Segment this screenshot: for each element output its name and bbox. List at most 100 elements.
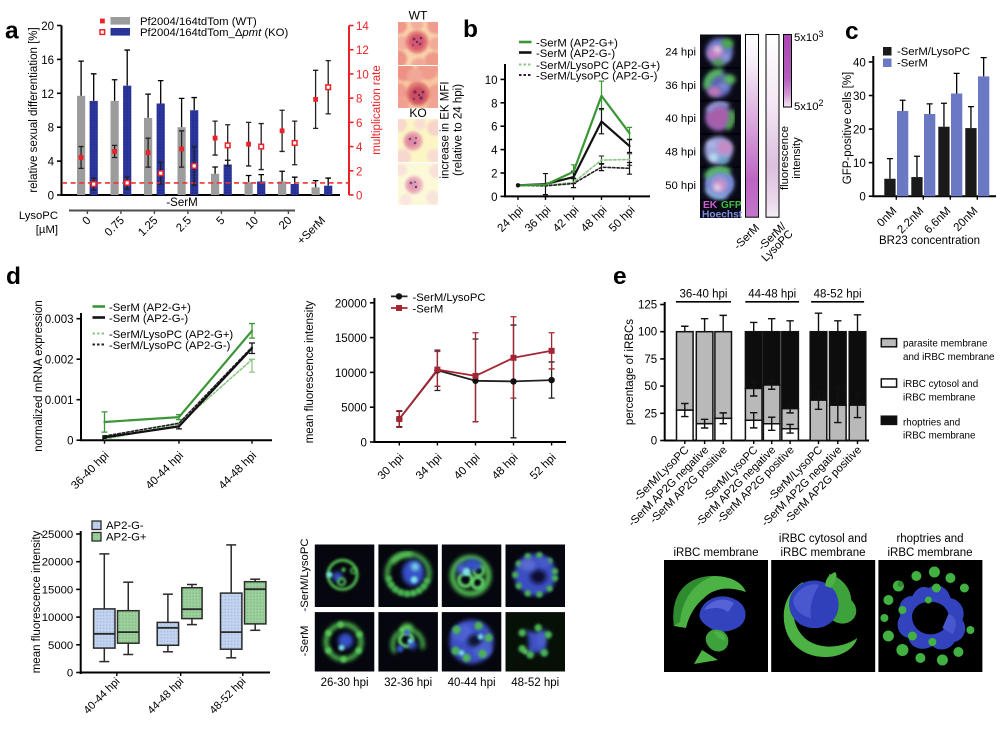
svg-text:32-36 hpi: 32-36 hpi bbox=[384, 677, 432, 689]
svg-text:10: 10 bbox=[853, 158, 866, 170]
svg-text:30: 30 bbox=[853, 91, 866, 103]
svg-text:0: 0 bbox=[491, 192, 497, 204]
svg-text:WT: WT bbox=[409, 9, 428, 23]
svg-text:12: 12 bbox=[41, 89, 54, 101]
svg-text:20: 20 bbox=[41, 21, 54, 33]
svg-text:-SerM/LysoPC (AP2-G-): -SerM/LysoPC (AP2-G-) bbox=[536, 71, 658, 83]
svg-text:0.003: 0.003 bbox=[45, 314, 74, 326]
svg-text:40: 40 bbox=[853, 57, 866, 69]
svg-text:Pf2004/164tdTom (WT): Pf2004/164tdTom (WT) bbox=[140, 16, 257, 28]
svg-text:16: 16 bbox=[41, 55, 54, 67]
svg-text:a: a bbox=[5, 18, 19, 45]
svg-text:5000: 5000 bbox=[48, 640, 73, 652]
svg-text:and iRBC membrane: and iRBC membrane bbox=[903, 352, 995, 363]
svg-text:relative sexual differentiatio: relative sexual differentiation [%] bbox=[28, 27, 40, 192]
svg-text:-SerM: -SerM bbox=[897, 58, 928, 70]
svg-text:25: 25 bbox=[644, 408, 657, 420]
svg-text:-SerM/LysoPC: -SerM/LysoPC bbox=[299, 538, 311, 611]
svg-text:0: 0 bbox=[356, 191, 362, 203]
svg-text:GFP: GFP bbox=[721, 200, 742, 211]
svg-text:8: 8 bbox=[356, 94, 362, 106]
svg-text:5x103: 5x103 bbox=[794, 29, 824, 44]
svg-text:0: 0 bbox=[651, 436, 657, 448]
svg-text:5x102: 5x102 bbox=[794, 98, 824, 113]
svg-text:8: 8 bbox=[491, 98, 497, 110]
svg-text:-SerM (AP2-G+): -SerM (AP2-G+) bbox=[536, 38, 618, 50]
svg-text:KO: KO bbox=[409, 106, 426, 120]
svg-text:fluorescence: fluorescence bbox=[779, 126, 791, 190]
svg-text:Pf2004/164tdTom_Δpmt (KO): Pf2004/164tdTom_Δpmt (KO) bbox=[140, 27, 288, 39]
svg-text:GFP-positive cells [%]: GFP-positive cells [%] bbox=[842, 72, 854, 184]
svg-text:EK: EK bbox=[703, 200, 718, 211]
svg-text:parasite membrane: parasite membrane bbox=[903, 339, 988, 350]
svg-text:-SerM (AP2-G-): -SerM (AP2-G-) bbox=[536, 48, 615, 60]
svg-text:-SerM (AP2-G+): -SerM (AP2-G+) bbox=[109, 302, 191, 314]
svg-text:multiplication rate: multiplication rate bbox=[371, 65, 383, 154]
svg-text:mean fluorescence intensity: mean fluorescence intensity bbox=[304, 300, 316, 443]
svg-text:4: 4 bbox=[491, 145, 498, 157]
svg-text:rhoptries and: rhoptries and bbox=[903, 417, 960, 428]
svg-text:-SerM/LysoPC: -SerM/LysoPC bbox=[897, 46, 970, 58]
svg-text:44-48 hpi: 44-48 hpi bbox=[748, 289, 796, 301]
svg-text:2: 2 bbox=[491, 169, 497, 181]
svg-text:rhoptries and: rhoptries and bbox=[896, 533, 963, 545]
svg-text:24 hpi: 24 hpi bbox=[665, 47, 696, 59]
svg-text:20: 20 bbox=[853, 125, 866, 137]
svg-text:percentage of iRBCs: percentage of iRBCs bbox=[624, 319, 636, 425]
svg-text:125: 125 bbox=[638, 300, 657, 312]
svg-text:Hoechst: Hoechst bbox=[702, 210, 743, 221]
svg-text:6: 6 bbox=[491, 122, 497, 134]
svg-text:-SerM/LysoPC (AP2-G+): -SerM/LysoPC (AP2-G+) bbox=[109, 329, 233, 341]
svg-text:40 hpi: 40 hpi bbox=[665, 113, 696, 125]
svg-text:-SerM/LysoPC (AP2-G-): -SerM/LysoPC (AP2-G-) bbox=[109, 340, 231, 352]
svg-text:10: 10 bbox=[485, 75, 498, 87]
svg-text:intensity: intensity bbox=[791, 137, 803, 179]
svg-text:15000: 15000 bbox=[42, 584, 73, 596]
svg-text:50 hpi: 50 hpi bbox=[665, 180, 696, 192]
svg-text:mean fluorescence intensity: mean fluorescence intensity bbox=[31, 530, 43, 673]
svg-text:100: 100 bbox=[638, 327, 657, 339]
svg-text:(relative to 24 hpi): (relative to 24 hpi) bbox=[453, 84, 465, 176]
svg-text:2: 2 bbox=[356, 166, 362, 178]
svg-text:AP2-G+: AP2-G+ bbox=[106, 532, 147, 544]
svg-text:iRBC membrane: iRBC membrane bbox=[888, 547, 973, 559]
svg-text:-SerM: -SerM bbox=[413, 304, 444, 316]
svg-text:8: 8 bbox=[48, 123, 54, 135]
svg-text:-SerM/LysoPC: -SerM/LysoPC bbox=[413, 292, 486, 304]
svg-text:0: 0 bbox=[67, 436, 73, 448]
svg-text:48-52 hpi: 48-52 hpi bbox=[511, 677, 559, 689]
svg-text:0: 0 bbox=[48, 191, 54, 203]
svg-text:4: 4 bbox=[48, 157, 55, 169]
svg-text:48-52 hpi: 48-52 hpi bbox=[814, 289, 862, 301]
svg-text:0.002: 0.002 bbox=[45, 355, 74, 367]
svg-text:-SerM (AP2-G-): -SerM (AP2-G-) bbox=[109, 313, 188, 325]
svg-text:iRBC cytosol and: iRBC cytosol and bbox=[903, 379, 978, 390]
svg-text:40-44 hpi: 40-44 hpi bbox=[448, 677, 496, 689]
svg-text:c: c bbox=[845, 18, 859, 45]
svg-text:iRBC membrane: iRBC membrane bbox=[674, 547, 759, 559]
svg-text:d: d bbox=[6, 263, 21, 290]
svg-text:36-40 hpi: 36-40 hpi bbox=[680, 289, 728, 301]
svg-text:b: b bbox=[463, 16, 478, 43]
svg-text:AP2-G-: AP2-G- bbox=[106, 520, 144, 532]
svg-text:BR23 concentration: BR23 concentration bbox=[879, 235, 980, 247]
svg-text:20000: 20000 bbox=[335, 298, 367, 310]
svg-text:10000: 10000 bbox=[335, 368, 367, 380]
svg-text:-SerM/LysoPC (AP2-G+): -SerM/LysoPC (AP2-G+) bbox=[536, 60, 660, 72]
svg-text:[µM]: [µM] bbox=[36, 224, 58, 236]
svg-text:75: 75 bbox=[644, 354, 657, 366]
svg-text:26-30 hpi: 26-30 hpi bbox=[321, 677, 369, 689]
svg-text:normalized mRNA expression: normalized mRNA expression bbox=[33, 300, 45, 451]
svg-text:iRBC cytosol and: iRBC cytosol and bbox=[779, 533, 867, 545]
svg-text:10000: 10000 bbox=[42, 612, 73, 624]
svg-text:-SerM: -SerM bbox=[299, 626, 311, 657]
svg-text:iRBC membrane: iRBC membrane bbox=[781, 547, 866, 559]
svg-text:36 hpi: 36 hpi bbox=[665, 80, 696, 92]
svg-text:10: 10 bbox=[356, 69, 369, 81]
svg-text:iRBC membrane: iRBC membrane bbox=[903, 393, 976, 404]
svg-text:e: e bbox=[613, 263, 627, 290]
svg-text:12: 12 bbox=[356, 45, 369, 57]
svg-text:-SerM: -SerM bbox=[166, 197, 197, 209]
svg-text:15000: 15000 bbox=[335, 333, 367, 345]
svg-text:20000: 20000 bbox=[42, 557, 73, 569]
